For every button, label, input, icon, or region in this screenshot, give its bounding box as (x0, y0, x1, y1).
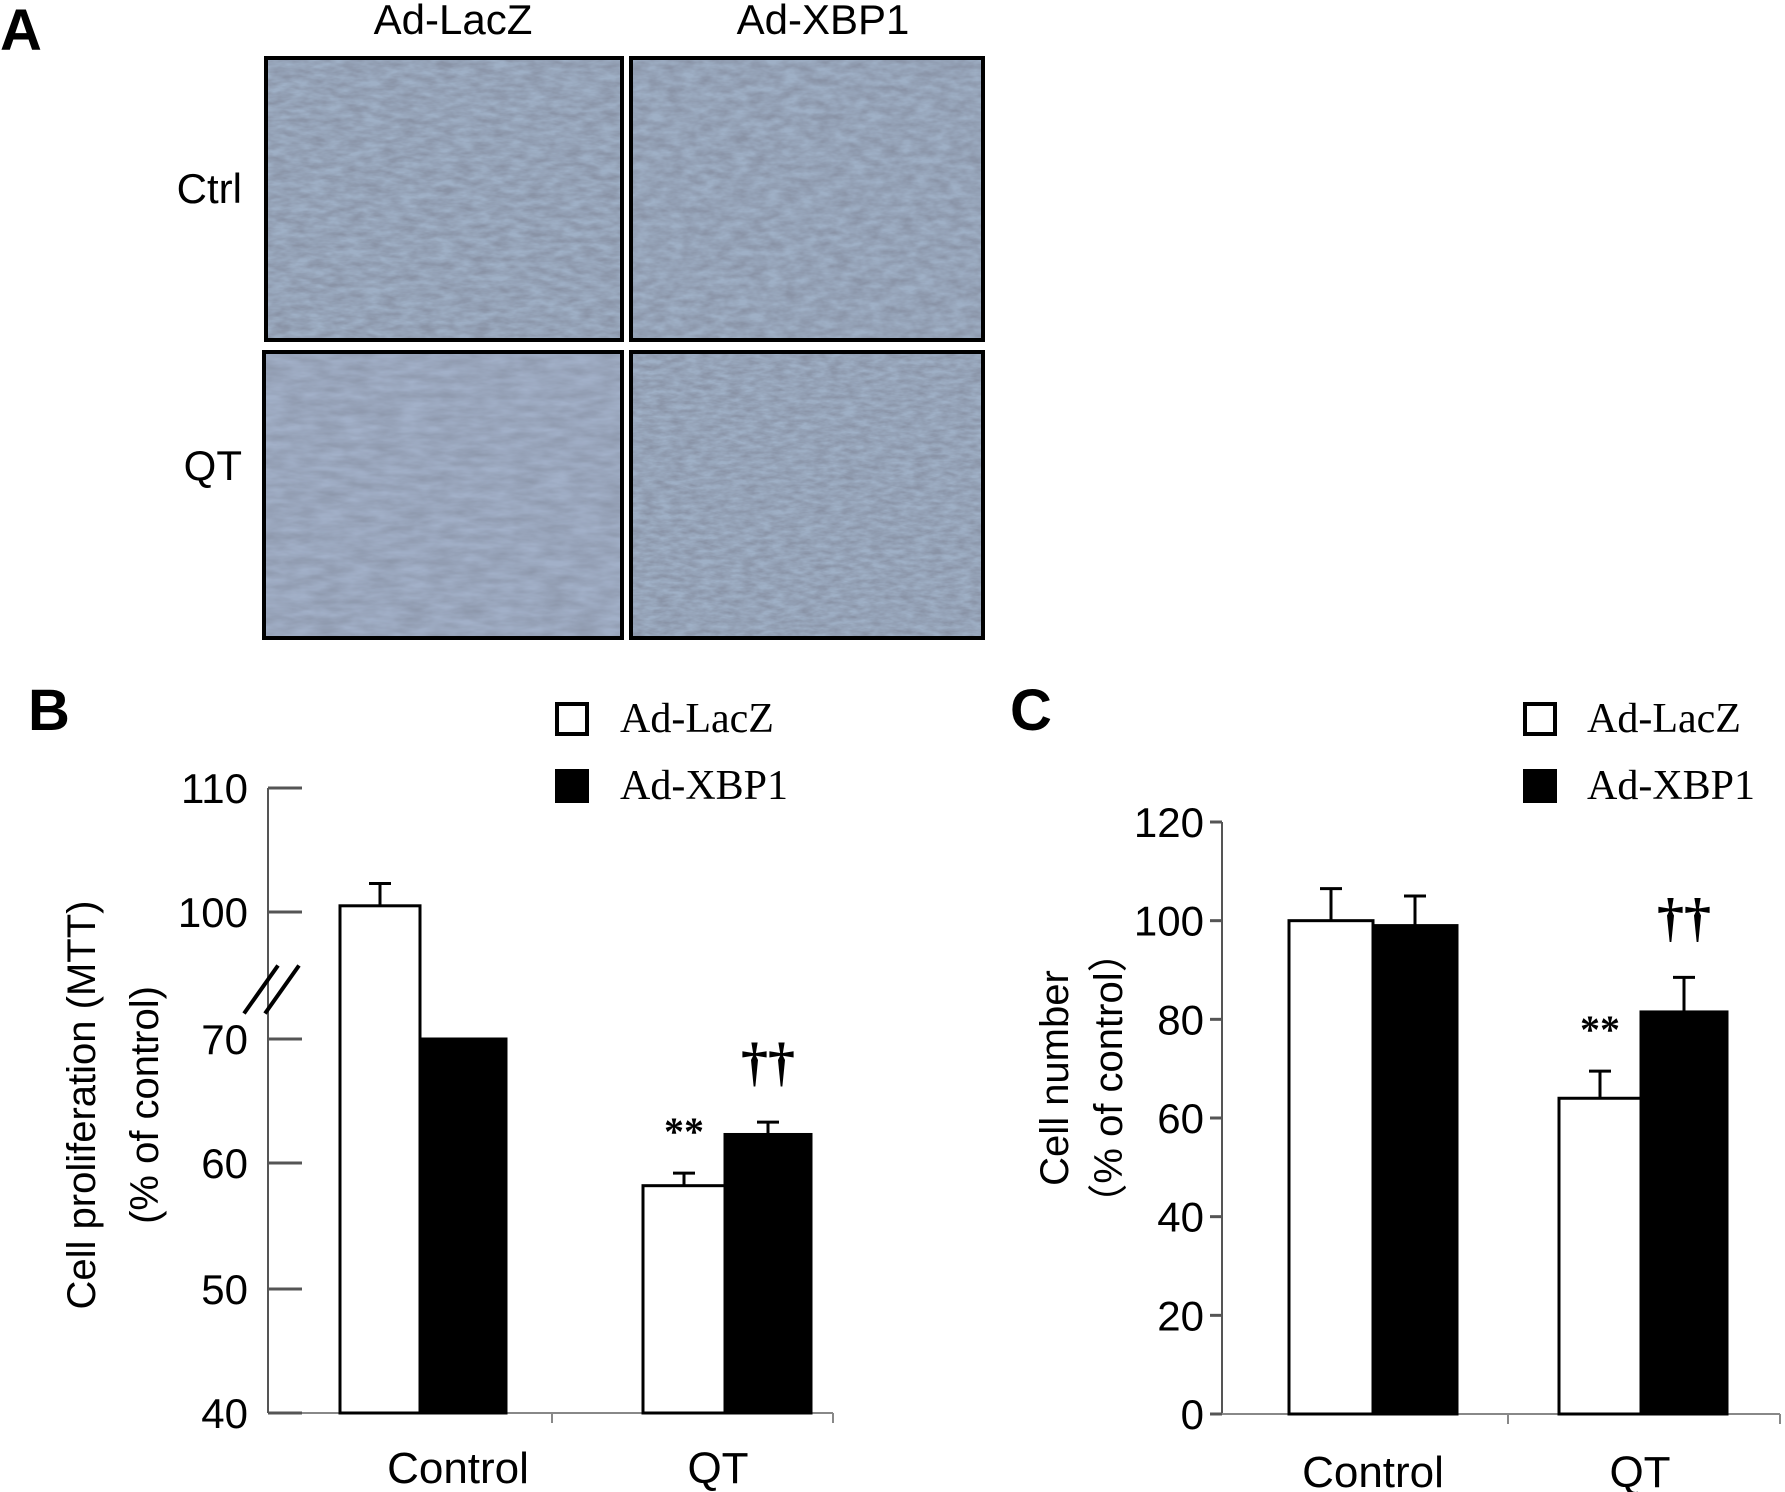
y-tick-label-40: 40 (201, 1390, 248, 1437)
panel-b-label: B (28, 678, 70, 743)
y-tick-label-60: 60 (1157, 1095, 1204, 1142)
y-tick-label-100: 100 (1134, 898, 1204, 945)
legend-swatch-ad-xbp1 (555, 769, 589, 803)
legend-swatch-ad-lacz (555, 702, 589, 736)
y-axis-label-line-1: Cell number (1033, 970, 1077, 1186)
bar-ad-lacz-control (1287, 919, 1375, 1416)
row-label-qt: QT (184, 442, 242, 489)
y-tick-label-60: 60 (201, 1140, 248, 1187)
row-label-ctrl: Ctrl (177, 165, 242, 212)
axis-break-mark (242, 964, 280, 1015)
x-category-label-qt: QT (1609, 1448, 1670, 1492)
column-label-ad-lacz: Ad-LacZ (374, 0, 533, 43)
y-axis-label-line-2: (% of control) (123, 986, 167, 1224)
legend-swatch-ad-xbp1 (1523, 769, 1557, 803)
legend-label-ad-lacz: Ad-LacZ (1587, 696, 1741, 742)
bar-ad-xbp1-qt (723, 1132, 813, 1415)
y-tick-label-120: 120 (1134, 799, 1204, 846)
bar-ad-lacz-qt (1557, 1096, 1643, 1416)
significance-marker-stars: ** (1580, 1007, 1620, 1052)
y-tick-label-20: 20 (1157, 1292, 1204, 1339)
bar-ad-xbp1-control (1371, 924, 1459, 1416)
micrograph-ctrl-ad-lacz (264, 56, 624, 342)
y-axis-label-line-2: （% of control） (1087, 932, 1131, 1223)
x-category-label-control: Control (1302, 1448, 1444, 1492)
significance-marker-daggers: †† (1657, 887, 1711, 947)
y-axis-label-line-1: Cell proliferation (MTT) (60, 901, 104, 1310)
chart-b: B Ad-LacZ Ad-XBP1 Cell proliferation (MT… (28, 678, 834, 1492)
legend-b: Ad-LacZ Ad-XBP1 (555, 696, 788, 809)
y-tick-label-50: 50 (201, 1266, 248, 1313)
micrograph-ctrl-ad-xbp1 (629, 56, 985, 342)
axis-break-mark (263, 964, 301, 1015)
y-tick-label-0: 0 (1181, 1391, 1204, 1438)
bar-ad-lacz-control (338, 904, 422, 1415)
legend-c: Ad-LacZ Ad-XBP1 (1523, 696, 1755, 809)
x-category-label-control: Control (387, 1444, 529, 1492)
panel-a-label: A (0, 0, 42, 63)
significance-marker-stars: ** (664, 1109, 704, 1154)
y-tick-label-100: 100 (178, 889, 248, 936)
column-label-ad-xbp1: Ad-XBP1 (737, 0, 910, 43)
legend-label-ad-lacz: Ad-LacZ (620, 696, 774, 742)
legend-swatch-ad-lacz (1523, 702, 1557, 736)
chart-c: C Ad-LacZ Ad-XBP1 Cell number （% of cont… (1010, 678, 1781, 1492)
significance-marker-daggers: †† (741, 1032, 795, 1092)
bar-ad-xbp1-control (418, 1037, 508, 1415)
bar-ad-xbp1-qt (1639, 1010, 1729, 1416)
micrograph-qt-ad-lacz (262, 350, 624, 640)
y-tick-label-70: 70 (201, 1016, 248, 1063)
x-category-label-qt: QT (687, 1444, 748, 1492)
y-tick-label-110: 110 (181, 765, 248, 812)
legend-label-ad-xbp1: Ad-XBP1 (1587, 763, 1755, 809)
bar-ad-lacz-qt (641, 1184, 727, 1415)
micrograph-qt-ad-xbp1 (629, 350, 985, 640)
y-tick-label-40: 40 (1157, 1194, 1204, 1241)
panel-c-label: C (1010, 678, 1052, 743)
y-tick-label-80: 80 (1157, 996, 1204, 1043)
legend-label-ad-xbp1: Ad-XBP1 (620, 763, 788, 809)
